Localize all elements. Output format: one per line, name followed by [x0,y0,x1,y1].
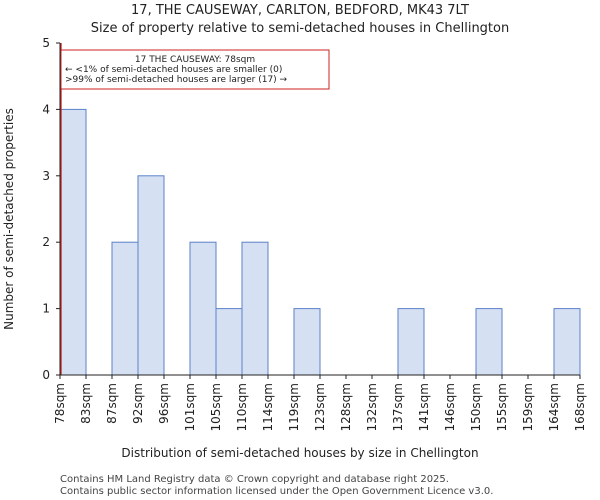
x-tick-label: 159sqm [521,383,535,431]
footer-line-1: Contains HM Land Registry data © Crown c… [60,474,449,485]
annotation-frame [60,49,330,90]
chart-title: 17, THE CAUSEWAY, CARLTON, BEDFORD, MK43… [131,3,469,18]
y-tick-label: 1 [42,302,50,316]
annotation-line-1: 17 THE CAUSEWAY: 78sqm [135,55,255,65]
annotation-line-2: ← <1% of semi-detached houses are smalle… [65,65,282,75]
x-tick-label: 78sqm [53,383,67,424]
x-tick-label: 155sqm [495,383,509,431]
x-tick-label: 164sqm [547,383,561,431]
bar-119sqm [293,308,321,376]
x-tick-label: 83sqm [79,383,93,424]
bar-110sqm [241,241,269,376]
y-axis-label: Number of semi-detached properties [2,108,16,330]
bar-164sqm [553,308,581,376]
x-tick-label: 101sqm [183,383,197,431]
x-axis-label: Distribution of semi-detached houses by … [121,446,478,460]
x-tick-label: 114sqm [261,383,275,431]
bar-92sqm [137,175,165,376]
x-tick-label: 128sqm [339,383,353,431]
x-tick-label: 119sqm [287,383,301,431]
bar-87sqm [111,241,139,376]
x-ticks: 78sqm 83sqm 87sqm 92sqm 96sqm 101sqm 105sqm 110… [53,375,587,431]
x-tick-label: 105sqm [209,383,223,431]
bar-150sqm [475,308,503,376]
bar-101sqm [189,241,217,376]
x-tick-label: 141sqm [417,383,431,431]
x-tick-label: 168sqm [573,383,587,431]
x-tick-label: 132sqm [365,383,379,431]
annotation-box: 17 THE CAUSEWAY: 78sqm ← <1% of semi-det… [60,49,330,90]
y-tick-label: 4 [42,102,50,116]
x-tick-label: 96sqm [157,383,171,424]
y-tick-label: 0 [42,368,50,382]
x-tick-label: 87sqm [105,383,119,424]
annotation-line-3: >99% of semi-detached houses are larger … [65,75,288,85]
x-tick-label: 110sqm [235,383,249,431]
bar-105sqm [215,308,243,376]
footer-line-2: Contains public sector information licen… [60,486,493,497]
bar-137sqm [397,308,425,376]
bars-layer [59,108,581,376]
y-tick-label: 3 [42,169,50,183]
bar-78sqm [59,108,87,376]
x-tick-label: 92sqm [131,383,145,424]
x-tick-label: 146sqm [443,383,457,431]
x-tick-label: 137sqm [391,383,405,431]
y-tick-label: 5 [42,36,50,50]
y-ticks: 0 1 2 3 4 5 [42,36,60,382]
chart-subtitle: Size of property relative to semi-detach… [91,21,509,36]
y-tick-label: 2 [42,235,50,249]
x-tick-label: 123sqm [313,383,327,431]
x-tick-label: 150sqm [469,383,483,431]
